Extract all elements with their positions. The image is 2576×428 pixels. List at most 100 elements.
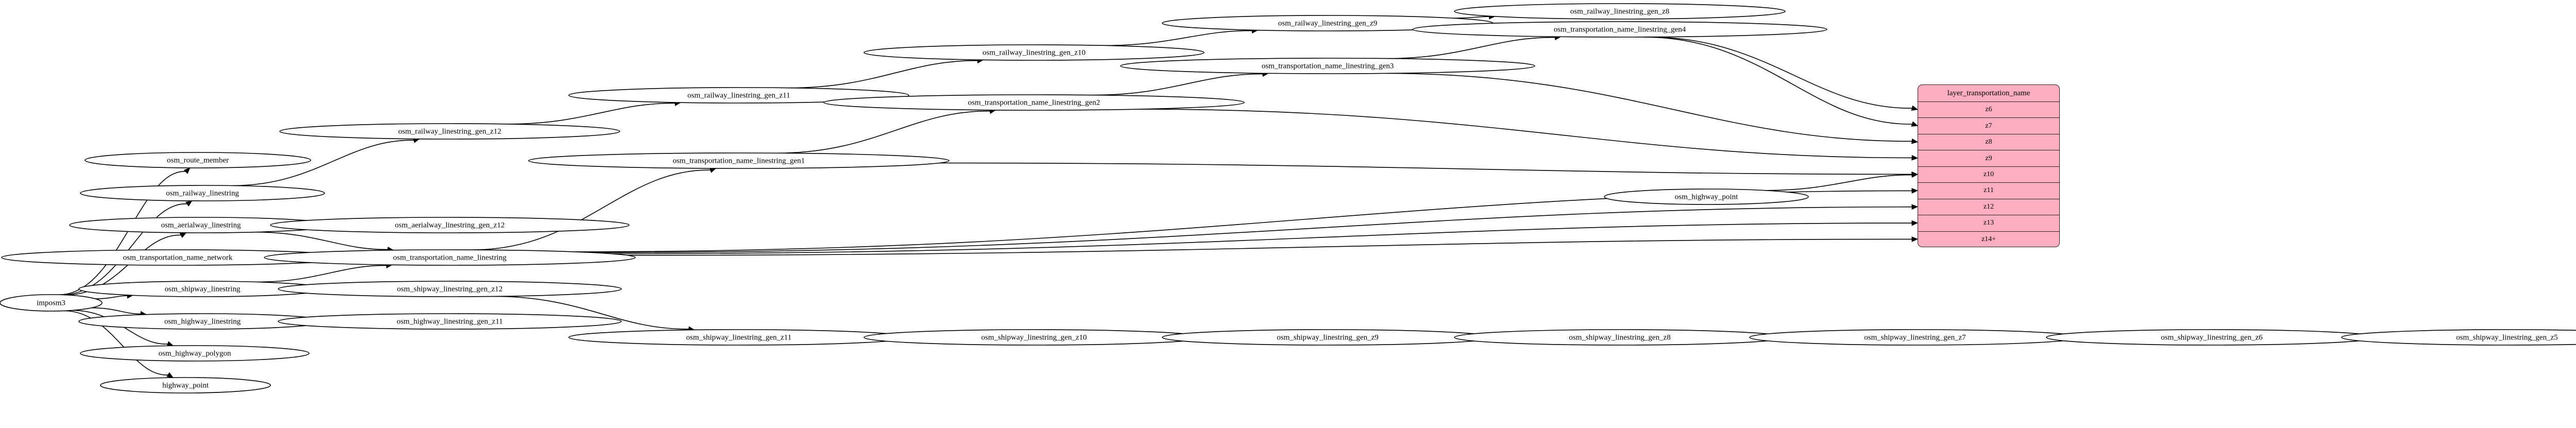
node-shape	[270, 217, 630, 233]
node-label: osm_shipway_linestring_gen_z11	[686, 333, 791, 341]
node-osm_railway_linestring_gen_z10[interactable]: osm_railway_linestring_gen_z10	[863, 44, 1205, 61]
edge-arrowhead	[1911, 121, 1919, 127]
node-osm_transportation_name_linestring_gen3[interactable]: osm_transportation_name_linestring_gen3	[1120, 58, 1535, 74]
edge-osm_railway_linestring_gen_z11-to-osm_railway_linestring_gen_z10	[789, 60, 978, 89]
node-osm_transportation_name_network[interactable]: osm_transportation_name_network	[1, 249, 354, 266]
edge-osm_transportation_name_linestring_gen2-to-layer_transportation_name	[1140, 109, 1913, 159]
node-shape	[863, 44, 1205, 61]
node-label: osm_railway_linestring_gen_z8	[1570, 7, 1669, 15]
node-osm_railway_linestring_gen_z9[interactable]: osm_railway_linestring_gen_z9	[1162, 15, 1494, 31]
node-label: osm_highway_polygon	[159, 349, 231, 357]
edge-osm_railway_linestring-to-osm_railway_linestring_gen_z12	[232, 140, 415, 186]
node-osm_highway_linestring_gen_z11[interactable]: osm_highway_linestring_gen_z11	[278, 313, 622, 330]
node-label: osm_transportation_name_linestring	[393, 253, 506, 262]
edge-imposm3-to-osm_highway_linestring	[91, 307, 141, 315]
node-shape	[278, 281, 622, 297]
node-osm_transportation_name_linestring[interactable]: osm_transportation_name_linestring	[264, 249, 636, 266]
node-label: osm_shipway_linestring_gen_z9	[1277, 333, 1378, 341]
edge-osm_transportation_name_linestring_gen3-to-osm_transportation_name_linestring_gen4	[1386, 37, 1556, 59]
edge-osm_transportation_name_linestring-to-layer_transportation_name	[627, 238, 1913, 256]
node-label: osm_highway_linestring_gen_z11	[397, 317, 503, 326]
edge-osm_transportation_name_linestring_gen4-to-layer_transportation_name	[1643, 37, 1913, 125]
layer-transportation-name-table[interactable]: layer_transportation_name z6 z7 z8 z9 z10 z11…	[1918, 84, 2060, 247]
table-row-z6[interactable]: z6	[1918, 102, 2059, 118]
node-shape	[1120, 58, 1535, 74]
table-row-z11[interactable]: z11	[1918, 183, 2059, 199]
node-osm_shipway_linestring_gen_z11[interactable]: osm_shipway_linestring_gen_z11	[568, 329, 909, 346]
node-osm_shipway_linestring_gen_z6[interactable]: osm_shipway_linestring_gen_z6	[2046, 329, 2378, 346]
node-osm_transportation_name_linestring_gen2[interactable]: osm_transportation_name_linestring_gen2	[823, 94, 1245, 111]
node-osm_transportation_name_linestring_gen1[interactable]: osm_transportation_name_linestring_gen1	[528, 152, 950, 169]
node-osm_aerialway_linestring[interactable]: osm_aerialway_linestring	[69, 217, 333, 233]
table-row-z12[interactable]: z12	[1918, 199, 2059, 216]
node-label: osm_railway_linestring	[166, 189, 239, 197]
node-osm_shipway_linestring_gen_z8[interactable]: osm_shipway_linestring_gen_z8	[1454, 329, 1786, 346]
node-shape	[1604, 189, 1809, 205]
node-shape	[528, 152, 950, 169]
node-label: osm_transportation_name_linestring_gen4	[1554, 25, 1686, 33]
edge-arrowhead	[1911, 188, 1919, 194]
node-shape	[568, 87, 909, 104]
edge-osm_highway_point-to-layer_transportation_name	[1766, 174, 1913, 191]
node-shape	[278, 313, 622, 330]
node-osm_route_member[interactable]: osm_route_member	[84, 152, 311, 168]
node-shape	[264, 249, 636, 266]
table-title: layer_transportation_name	[1918, 85, 2059, 102]
node-osm_railway_linestring_gen_z11[interactable]: osm_railway_linestring_gen_z11	[568, 87, 909, 104]
edge-osm_transportation_name_linestring-to-layer_transportation_name	[592, 206, 1913, 253]
node-label: osm_shipway_linestring_gen_z10	[981, 333, 1087, 341]
node-osm_highway_point[interactable]: osm_highway_point	[1604, 189, 1809, 205]
node-label: osm_shipway_linestring_gen_z12	[397, 285, 503, 293]
edge-osm_transportation_name_linestring_gen1-to-osm_transportation_name_linestring_gen2	[777, 110, 991, 154]
node-label: osm_transportation_name_linestring_gen1	[673, 157, 805, 165]
node-osm_transportation_name_linestring_gen4[interactable]: osm_transportation_name_linestring_gen4	[1412, 21, 1827, 38]
edge-arrowhead	[183, 167, 191, 174]
node-osm_shipway_linestring_gen_z9[interactable]: osm_shipway_linestring_gen_z9	[1162, 329, 1494, 346]
node-osm_railway_linestring_gen_z12[interactable]: osm_railway_linestring_gen_z12	[279, 123, 620, 140]
node-shape	[823, 94, 1245, 111]
node-imposm3[interactable]: imposm3	[0, 294, 103, 312]
node-osm_shipway_linestring_gen_z12[interactable]: osm_shipway_linestring_gen_z12	[278, 281, 622, 297]
node-osm_shipway_linestring_gen_z7[interactable]: osm_shipway_linestring_gen_z7	[1749, 329, 2081, 346]
table-row-z9[interactable]: z9	[1918, 150, 2059, 167]
edge-osm_transportation_name_linestring-to-layer_transportation_name	[611, 222, 1913, 254]
edge-arrowhead	[1911, 172, 1919, 178]
edge-arrowhead	[1911, 220, 1919, 226]
node-osm_shipway_linestring_gen_z5[interactable]: osm_shipway_linestring_gen_z5	[2341, 329, 2576, 346]
edge-osm_transportation_name_linestring-to-osm_transportation_name_linestring_gen1	[472, 169, 711, 250]
node-label: osm_railway_linestring_gen_z10	[982, 48, 1086, 57]
table-row-z10[interactable]: z10	[1918, 167, 2059, 183]
node-osm_shipway_linestring[interactable]: osm_shipway_linestring	[78, 281, 327, 297]
node-shape	[0, 294, 103, 312]
node-osm_highway_linestring[interactable]: osm_highway_linestring	[78, 313, 327, 330]
edge-osm_transportation_name_linestring_gen2-to-osm_transportation_name_linestring_gen3	[1093, 73, 1263, 96]
node-label: osm_shipway_linestring_gen_z8	[1569, 333, 1670, 341]
table-row-z7[interactable]: z7	[1918, 118, 2059, 134]
node-label: osm_transportation_name_linestring_gen2	[968, 98, 1100, 107]
edge-arrowhead	[1911, 138, 1919, 144]
edge-osm_transportation_name_linestring_gen1-to-layer_transportation_name	[939, 162, 1913, 175]
node-osm_aerialway_linestring_gen_z12[interactable]: osm_aerialway_linestring_gen_z12	[270, 217, 630, 233]
node-osm_railway_linestring_gen_z8[interactable]: osm_railway_linestring_gen_z8	[1454, 3, 1786, 20]
node-label: highway_point	[162, 381, 209, 389]
node-osm_shipway_linestring_gen_z10[interactable]: osm_shipway_linestring_gen_z10	[863, 329, 1205, 346]
edge-arrowhead	[1911, 236, 1919, 242]
node-shape	[1454, 3, 1786, 20]
node-highway_point[interactable]: highway_point	[100, 377, 271, 393]
table-row-z8[interactable]: z8	[1918, 134, 2059, 151]
edge-osm_transportation_name_linestring_gen4-to-layer_transportation_name	[1648, 37, 1913, 109]
table-row-z14plus[interactable]: z14+	[1981, 235, 1996, 244]
table-row-z13[interactable]: z13	[1918, 215, 2059, 232]
edge-arrowhead	[166, 372, 174, 378]
node-osm_railway_linestring[interactable]: osm_railway_linestring	[80, 185, 325, 201]
node-label: osm_railway_linestring_gen_z12	[398, 127, 501, 135]
edge-imposm3-to-osm_shipway_linestring	[95, 295, 128, 299]
edge-osm_railway_linestring_gen_z9-to-osm_railway_linestring_gen_z8	[1452, 16, 1490, 19]
edge-arrowhead	[1911, 155, 1919, 161]
node-osm_highway_polygon[interactable]: osm_highway_polygon	[80, 345, 310, 362]
node-label: osm_aerialway_linestring	[161, 221, 241, 229]
node-label: osm_shipway_linestring_gen_z7	[1864, 333, 1966, 341]
edge-osm_transportation_name_linestring_gen3-to-layer_transportation_name	[1385, 73, 1913, 142]
